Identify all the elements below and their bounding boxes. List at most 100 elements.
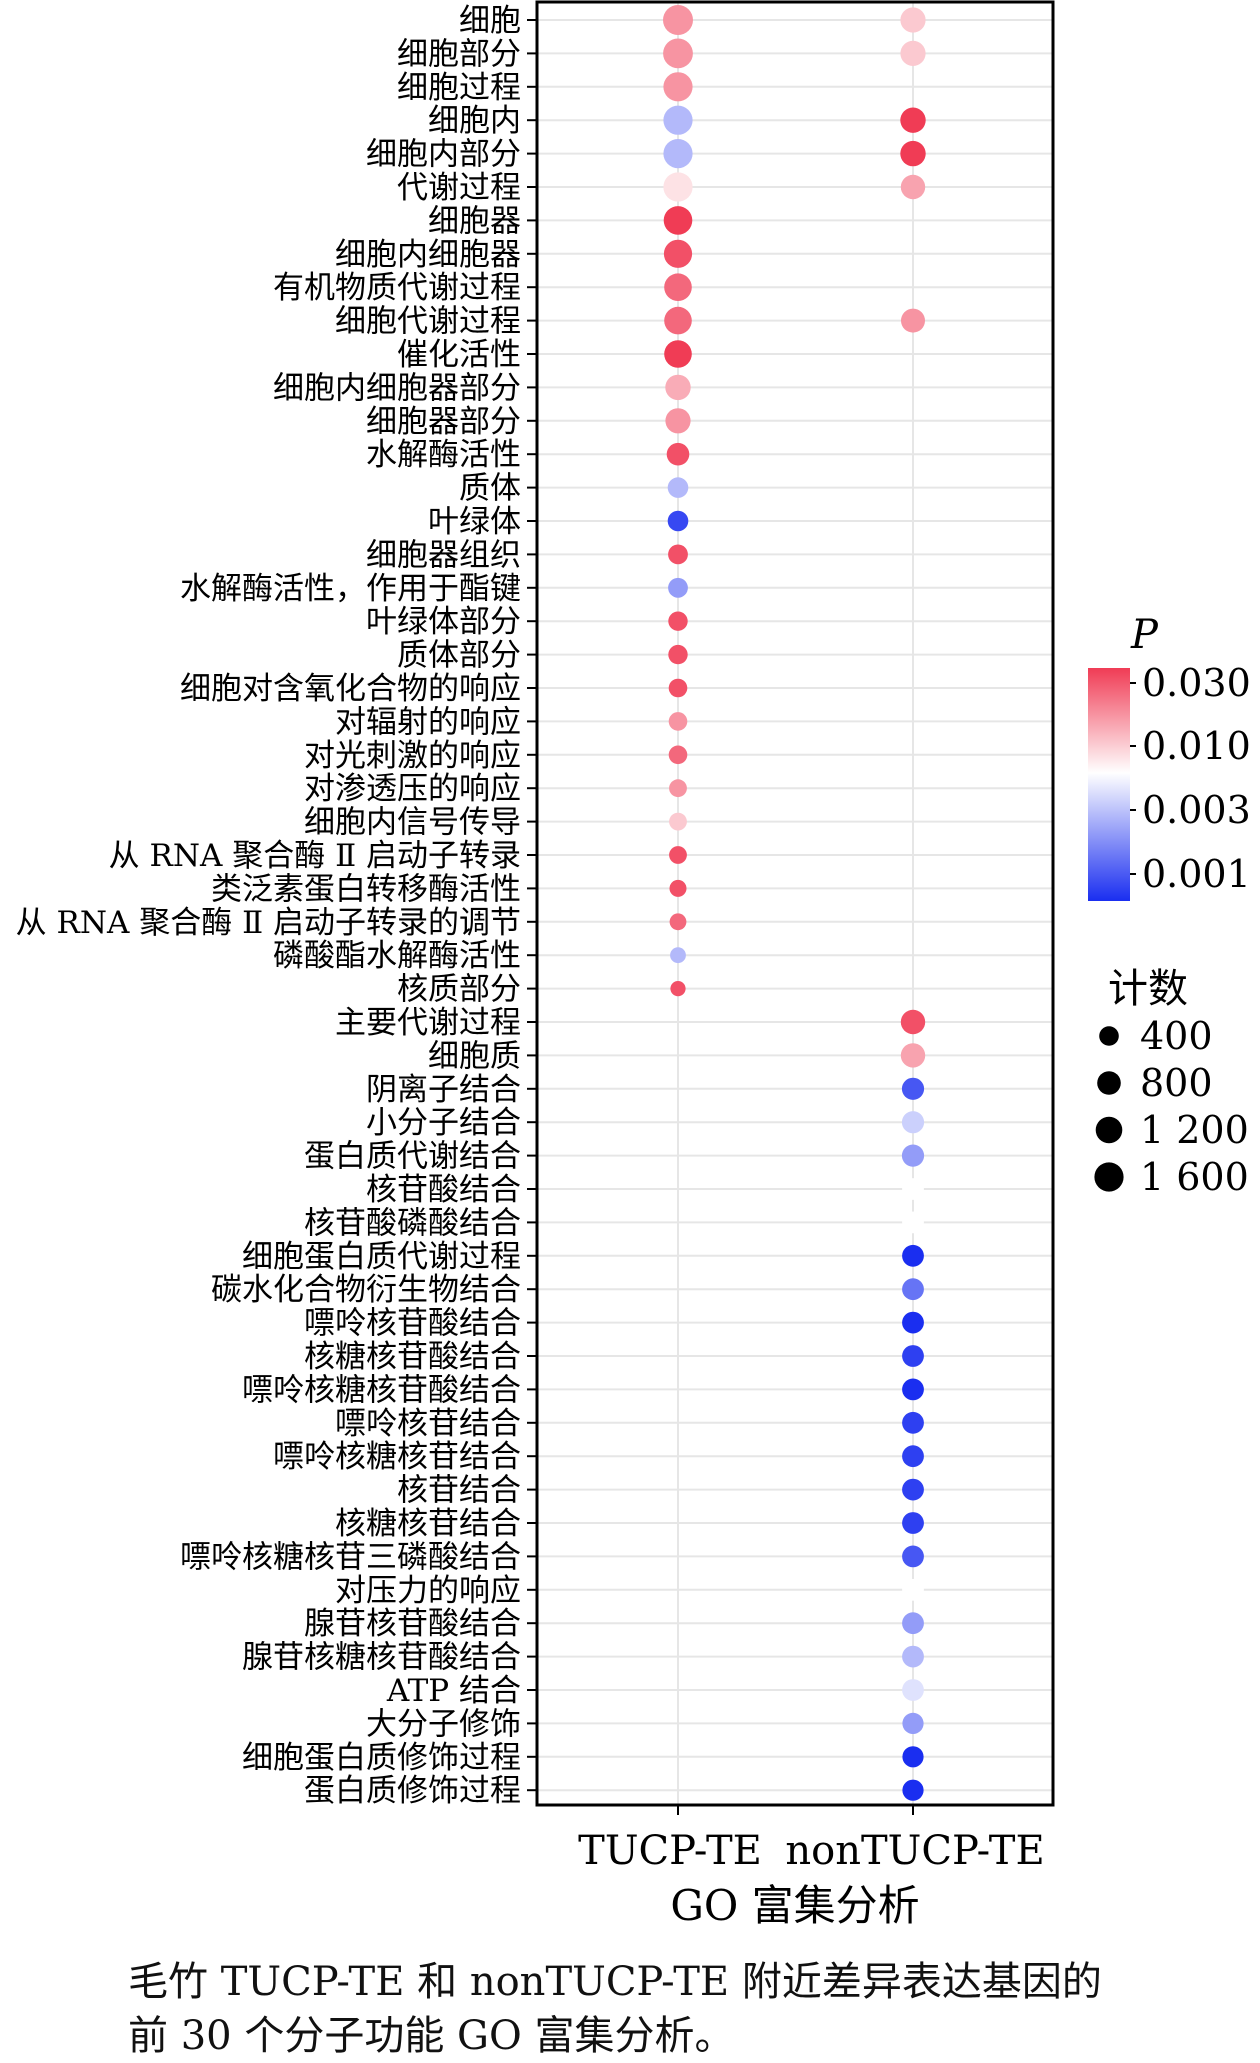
y-tick-label: 细胞蛋白质代谢过程 [242, 1239, 521, 1275]
bubble-point [902, 1712, 924, 1734]
figure-caption: 毛竹 TUCP-TE 和 nonTUCP-TE 附近差异表达基因的 前 30 个… [128, 1955, 1248, 2063]
y-tick-label: 细胞内部分 [366, 137, 521, 173]
bubble-point [902, 1278, 924, 1301]
y-tick-label: 从 RNA 聚合酶 Ⅱ 启动子转录 [109, 838, 521, 874]
y-tick-label: 细胞器部分 [366, 404, 521, 440]
bubble-point [900, 1043, 926, 1068]
bubble-point [901, 1144, 925, 1167]
y-tick-label: 嘌呤核苷结合 [335, 1406, 521, 1442]
colorbar-tick-label: 0.030 [1142, 661, 1251, 705]
bubble-point [670, 947, 686, 964]
bubble-point [669, 779, 687, 798]
y-tick-label: 对光刺激的响应 [304, 738, 521, 774]
bubble-point [900, 140, 926, 167]
bubble-point [668, 577, 688, 598]
bubble-point [663, 5, 693, 35]
y-tick-label: 细胞器组织 [366, 537, 521, 573]
y-tick-label: 嘌呤核糖核苷酸结合 [242, 1372, 521, 1408]
bubble-point [900, 1009, 926, 1035]
y-tick-label: 嘌呤核糖核苷三磷酸结合 [180, 1539, 521, 1575]
size-legend-label: 400 [1140, 1014, 1213, 1058]
bubble-point [670, 981, 686, 997]
size-legend-dot [1095, 1116, 1123, 1144]
y-tick-label: 对辐射的响应 [335, 704, 521, 740]
caption-line-2: 前 30 个分子功能 GO 富集分析。 [128, 2013, 735, 2059]
size-legend-dot [1097, 1071, 1121, 1095]
y-tick-labels: 细胞细胞部分细胞过程细胞内细胞内部分代谢过程细胞器细胞内细胞器有机物质代谢过程细… [16, 3, 537, 1809]
x-tick-labels: TUCP-TE nonTUCP-TE [578, 1805, 1045, 1874]
bubble-point [900, 40, 926, 66]
y-tick-label: 细胞内细胞器部分 [273, 370, 521, 406]
y-tick-label: 细胞对含氧化合物的响应 [180, 671, 521, 707]
y-tick-label: 阴离子结合 [366, 1072, 521, 1108]
y-tick-label: 对压力的响应 [335, 1573, 521, 1609]
bubble-point [902, 1178, 924, 1200]
bubble-point [663, 172, 693, 202]
y-tick-label: 叶绿体部分 [366, 604, 521, 640]
y-tick-label: 核苷酸磷酸结合 [304, 1205, 521, 1241]
bubble-point [902, 1746, 924, 1768]
y-tick-label: 主要代谢过程 [335, 1005, 521, 1041]
y-tick-label: 小分子结合 [366, 1105, 521, 1141]
y-tick-label: 有机物质代谢过程 [273, 270, 521, 306]
bubble-point [902, 1345, 924, 1367]
bubble-point [902, 1612, 924, 1635]
bubble-point [902, 1244, 924, 1267]
bubble-point [665, 374, 691, 401]
size-legend-label: 1 600 [1140, 1155, 1249, 1199]
y-tick-label: 嘌呤核苷酸结合 [304, 1306, 521, 1342]
bubble-point [900, 174, 926, 200]
bubble-point [901, 1111, 925, 1134]
bubble-point [664, 273, 692, 302]
bubble-point [902, 1378, 924, 1401]
y-tick-label: 嘌呤核糖核苷结合 [273, 1439, 521, 1475]
bubble-point [902, 1311, 924, 1334]
y-tick-label: 细胞蛋白质修饰过程 [242, 1740, 521, 1776]
y-tick-label: 核糖核苷酸结合 [304, 1339, 521, 1375]
bubble-point [901, 1077, 925, 1100]
size-legend-label: 1 200 [1140, 1108, 1249, 1152]
bubble-point [668, 544, 688, 565]
bubble-point [902, 1545, 924, 1568]
bubble-point [665, 408, 691, 434]
bubble-point [902, 1779, 924, 1801]
bubble-point [663, 38, 693, 69]
bubble-point [668, 745, 688, 765]
go-enrichment-bubble-chart: 细胞细胞部分细胞过程细胞内细胞内部分代谢过程细胞器细胞内细胞器有机物质代谢过程细… [16, 0, 1251, 1930]
y-tick-label: 细胞 [459, 3, 521, 39]
bubble-point [902, 1679, 924, 1701]
colorbar-tick-label: 0.010 [1142, 724, 1251, 768]
bubble-point [668, 644, 688, 665]
colorbar-title: P [1130, 612, 1159, 658]
y-tick-label: 从 RNA 聚合酶 Ⅱ 启动子转录的调节 [16, 905, 521, 941]
y-tick-label: 对渗透压的响应 [304, 771, 521, 807]
y-tick-label: 腺苷核苷酸结合 [304, 1606, 521, 1642]
x-tick-label: nonTUCP-TE [785, 1828, 1044, 1874]
y-tick-label: 类泛素蛋白转移酶活性 [211, 871, 521, 907]
bubble-point [902, 1445, 924, 1468]
bubble-point [664, 306, 692, 335]
bubble-point [663, 139, 693, 169]
bubble-point [902, 1645, 924, 1668]
y-tick-label: 细胞内信号传导 [304, 805, 521, 841]
grid-lines [537, 2, 1053, 1805]
bubble-point [669, 879, 687, 897]
colorbar-tick-label: 0.001 [1142, 852, 1251, 896]
x-tick-label: TUCP-TE [578, 1828, 762, 1874]
y-tick-label: 核质部分 [397, 972, 521, 1008]
bubble-point [902, 1411, 924, 1434]
bubble-point [900, 7, 926, 33]
bubble-point [663, 239, 693, 268]
y-tick-label: 磷酸酯水解酶活性 [273, 938, 521, 974]
y-tick-label: 核苷酸结合 [366, 1172, 521, 1208]
colorbar-gradient [1088, 668, 1130, 901]
y-tick-label: 细胞部分 [397, 36, 521, 72]
y-tick-label: 细胞内 [428, 103, 521, 139]
bubble-points [663, 5, 926, 1801]
bubble-point [669, 812, 687, 831]
size-legend-label: 800 [1140, 1061, 1213, 1105]
bubble-point [668, 712, 688, 731]
y-tick-label: 核苷结合 [397, 1473, 521, 1509]
y-tick-label: 质体部分 [397, 638, 521, 674]
